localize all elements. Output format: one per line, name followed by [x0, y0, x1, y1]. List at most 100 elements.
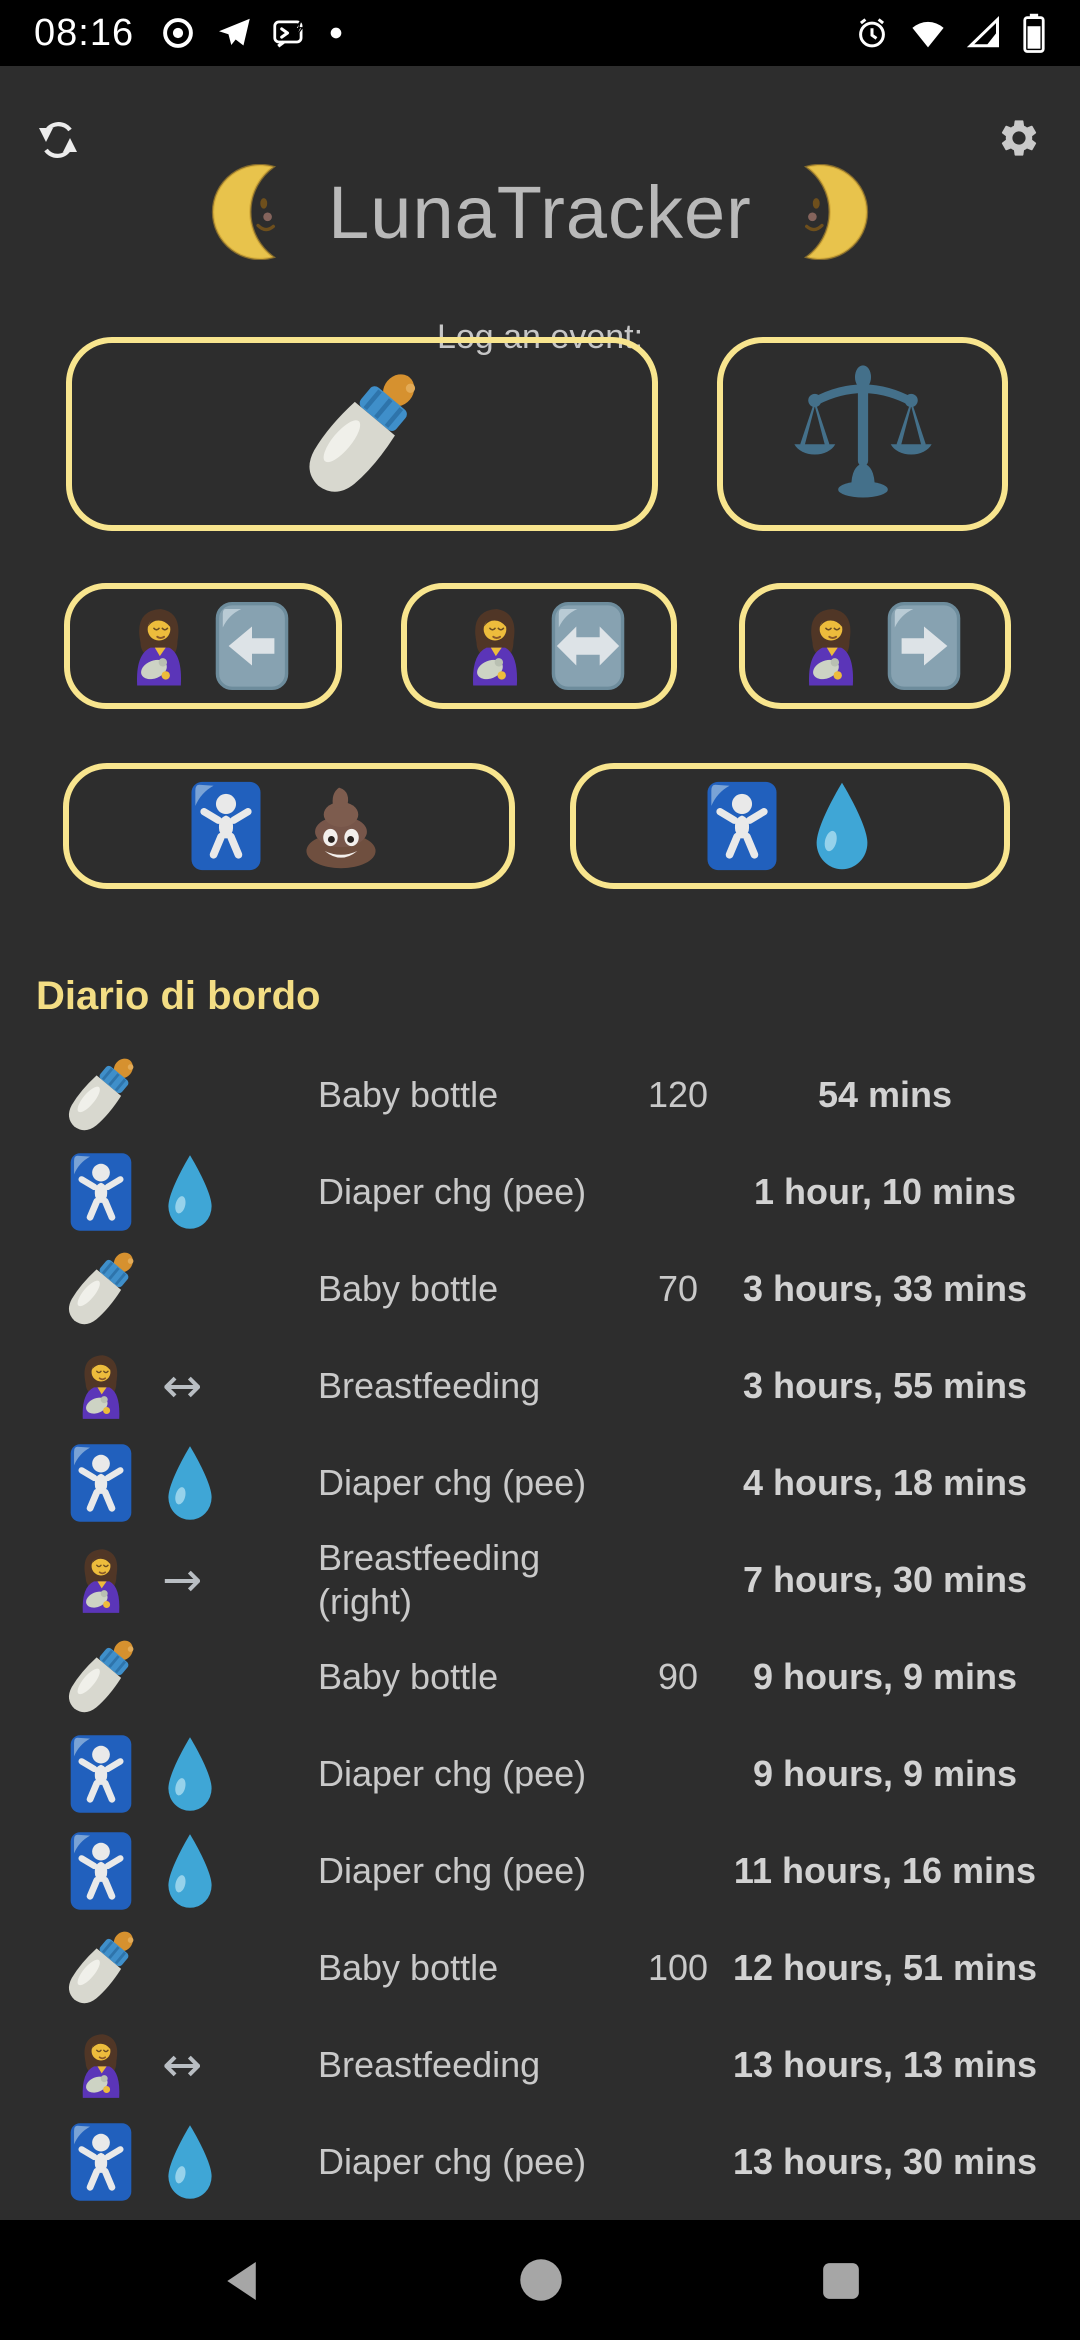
log-row-time: 3 hours, 33 mins	[742, 1267, 1028, 1309]
log-row-icon2-cell	[160, 1440, 318, 1526]
droplet-icon	[809, 779, 875, 873]
baby-bottle-icon	[54, 1919, 148, 2017]
log-row-icon2-cell: ↔	[160, 1362, 318, 1410]
baby-bottle-icon	[54, 1240, 148, 1338]
log-row[interactable]: Diaper chg (pee) 11 hours, 16 mins	[0, 1822, 1080, 1919]
log-row[interactable]: Diaper chg (pee) 13 hours, 30 mins	[0, 2113, 1080, 2210]
log-row-label: Baby bottle	[318, 1073, 499, 1115]
log-row-icon-cell	[42, 1829, 160, 1913]
breastfeed-both-button[interactable]	[401, 583, 677, 709]
log-row-time: 54 mins	[817, 1073, 953, 1115]
baby-symbol-icon	[69, 1150, 133, 1234]
record-icon	[160, 15, 196, 51]
droplet-icon	[162, 1828, 218, 1914]
settings-button[interactable]	[997, 116, 1041, 160]
droplet-icon	[162, 1731, 218, 1817]
bottle-button[interactable]	[66, 337, 658, 531]
log-row-label: Diaper chg (pee)	[318, 1752, 587, 1794]
log-row-label: Diaper chg (pee)	[318, 1461, 587, 1503]
breastfeeding-icon	[789, 602, 873, 690]
log-row-icon-cell	[42, 2120, 160, 2204]
recents-icon[interactable]	[820, 2260, 862, 2302]
log-row-icon-cell	[42, 1919, 160, 2017]
diaper-poo-button[interactable]	[63, 763, 515, 889]
sync-icon	[34, 116, 82, 164]
log-row[interactable]: Baby bottle 120 54 mins	[0, 1046, 1080, 1143]
arrow-left-button-icon	[215, 601, 289, 691]
log-row[interactable]: ↔ Breastfeeding 13 hours, 13 mins	[0, 2016, 1080, 2113]
signal-icon	[966, 15, 1002, 51]
diaper-pee-button[interactable]	[570, 763, 1010, 889]
baby-symbol-icon	[69, 1441, 133, 1525]
baby-bottle-icon	[54, 1628, 148, 1726]
arrow-both-icon: ↔	[162, 2036, 203, 2093]
battery-icon	[1022, 13, 1046, 53]
page-title: LunaTracker	[328, 170, 752, 254]
breastfeed-right-button[interactable]	[739, 583, 1011, 709]
droplet-icon	[162, 1440, 218, 1526]
log-row[interactable]: Baby bottle 90 9 hours, 9 mins	[0, 1628, 1080, 1725]
sync-button[interactable]	[34, 116, 82, 164]
log-row[interactable]: Diaper chg (pee) 4 hours, 18 mins	[0, 1434, 1080, 1531]
droplet-icon	[162, 1149, 218, 1235]
log-row-label: Diaper chg (pee)	[318, 1849, 587, 1891]
log-row[interactable]: ↔ Breastfeeding 3 hours, 55 mins	[0, 1337, 1080, 1434]
log-row-value: 90	[657, 1655, 699, 1697]
log-row-time: 7 hours, 30 mins	[742, 1558, 1028, 1600]
gear-icon	[997, 116, 1041, 160]
baby-symbol-icon	[69, 1829, 133, 1913]
log-row-time: 12 hours, 51 mins	[732, 1946, 1038, 1988]
breastfeeding-icon	[453, 602, 537, 690]
scale-button[interactable]	[717, 337, 1008, 531]
wifi-icon	[910, 15, 946, 51]
moon-right-icon	[774, 164, 870, 260]
breastfeeding-icon	[66, 1542, 136, 1618]
log-row-label: Baby bottle	[318, 1267, 499, 1309]
log-list: Baby bottle 120 54 mins Diaper chg (pee) 1 h…	[0, 1046, 1080, 2210]
log-row-time: 9 hours, 9 mins	[752, 1752, 1018, 1794]
alarm-icon	[854, 15, 890, 51]
log-row-icon-cell	[42, 2027, 160, 2103]
log-row-icon2-cell	[160, 1731, 318, 1817]
log-row[interactable]: Baby bottle 100 12 hours, 51 mins	[0, 1919, 1080, 2016]
breastfeed-left-button[interactable]	[64, 583, 342, 709]
log-row[interactable]: Diaper chg (pee) 9 hours, 9 mins	[0, 1725, 1080, 1822]
log-row-icon2-cell: →	[160, 1556, 318, 1604]
log-row-label: Breastfeeding	[318, 1364, 541, 1406]
log-row[interactable]: Baby bottle 70 3 hours, 33 mins	[0, 1240, 1080, 1337]
status-time: 08:16	[34, 11, 135, 54]
baby-bottle-icon	[285, 355, 439, 513]
home-icon[interactable]	[517, 2256, 565, 2304]
moon-left-icon	[210, 164, 306, 260]
log-row-label: Baby bottle	[318, 1655, 499, 1697]
breastfeeding-icon	[117, 602, 201, 690]
log-row-time: 13 hours, 13 mins	[732, 2043, 1038, 2085]
log-row-time: 4 hours, 18 mins	[742, 1461, 1028, 1503]
status-bar: 08:16	[0, 0, 1080, 66]
log-row-icon-cell	[42, 1628, 160, 1726]
breastfeeding-icon	[66, 1348, 136, 1424]
poop-icon	[293, 778, 389, 874]
droplet-icon	[162, 2119, 218, 2205]
log-row[interactable]: → Breastfeeding (right) 7 hours, 30 mins	[0, 1531, 1080, 1628]
android-nav-bar	[0, 2220, 1080, 2340]
notification-dot	[328, 25, 344, 41]
log-row-value: 70	[657, 1267, 699, 1309]
app-content: LunaTracker Log an event: Diario di bord…	[0, 66, 1080, 2220]
log-row-icon2-cell: ↔	[160, 2041, 318, 2089]
back-icon[interactable]	[222, 2258, 260, 2304]
log-row[interactable]: Diaper chg (pee) 1 hour, 10 mins	[0, 1143, 1080, 1240]
log-row-label: Diaper chg (pee)	[318, 2140, 587, 2182]
baby-symbol-icon	[69, 2120, 133, 2204]
log-row-value: 100	[647, 1946, 709, 1988]
log-row-label: Breastfeeding	[318, 2043, 541, 2085]
arrow-right-icon: →	[162, 1551, 203, 1608]
balance-scale-icon	[790, 361, 936, 507]
log-row-icon2-cell	[160, 2119, 318, 2205]
breastfeeding-icon	[66, 2027, 136, 2103]
message-lightning-icon	[272, 15, 308, 51]
baby-symbol-icon	[705, 780, 779, 872]
log-row-time: 1 hour, 10 mins	[753, 1170, 1017, 1212]
log-row-icon-cell	[42, 1542, 160, 1618]
baby-symbol-icon	[69, 1732, 133, 1816]
